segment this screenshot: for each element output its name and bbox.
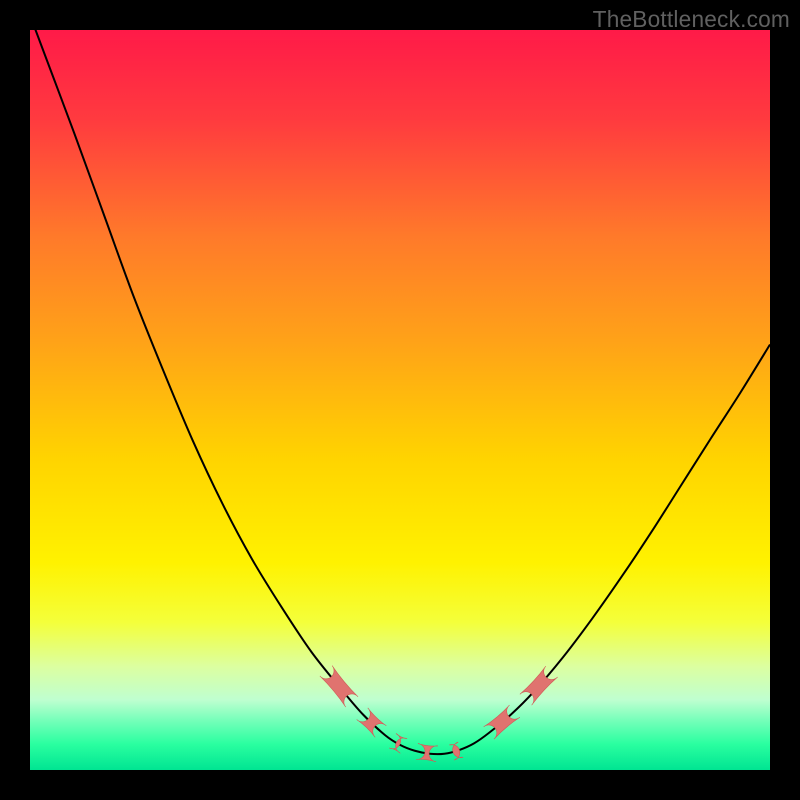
chart-svg	[30, 30, 770, 770]
plot-area	[30, 30, 770, 770]
chart-frame: TheBottleneck.com	[0, 0, 800, 800]
heatmap-gradient-background	[30, 30, 770, 770]
watermark-text: TheBottleneck.com	[593, 6, 790, 33]
